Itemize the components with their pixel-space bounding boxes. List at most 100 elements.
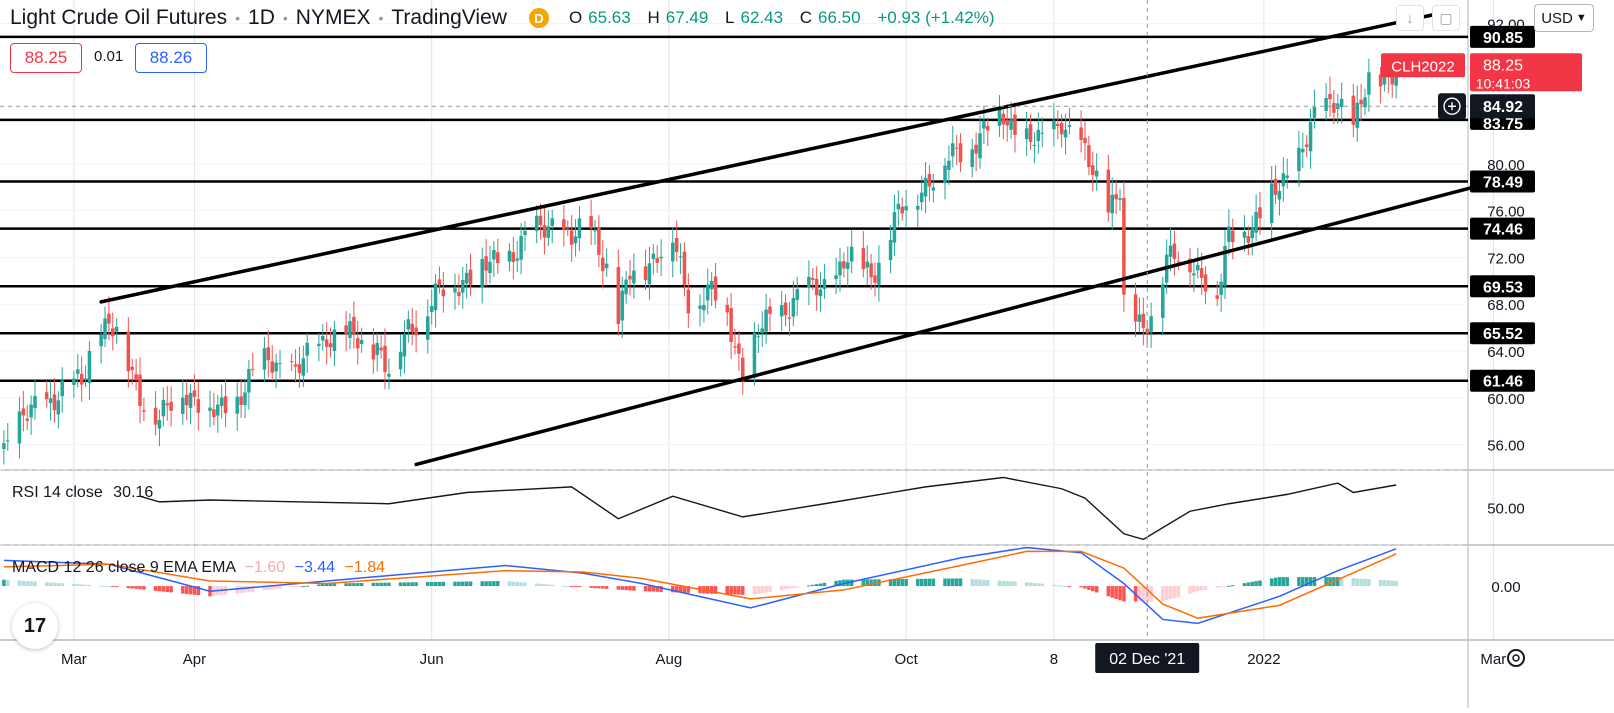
macd-legend[interactable]: MACD 12 26 close 9 EMA EMA −1.60 −3.44 −… (12, 559, 385, 577)
fullscreen-icon[interactable]: ▢ (1432, 5, 1460, 31)
macd-histogram-bar (1246, 582, 1251, 587)
candle-body (324, 339, 329, 347)
macd-histogram-bar (974, 579, 978, 587)
macd-histogram-bar (375, 582, 379, 587)
price-tick-label: 92.00 (1487, 16, 1525, 33)
level-label-box (1470, 170, 1535, 193)
macd-histogram-bar (811, 584, 815, 587)
candle-body (484, 256, 488, 271)
candle-body (846, 262, 850, 269)
macd-histogram-bar (978, 579, 982, 587)
macd-histogram-bar (262, 586, 267, 591)
scroll-down-icon[interactable]: ↓ (1396, 5, 1424, 31)
macd-histogram-bar (741, 586, 745, 595)
macd-histogram-bar (488, 581, 492, 587)
macd-histogram-bar (674, 586, 679, 593)
macd-histogram-bar (87, 584, 92, 587)
macd-histogram-bar (791, 586, 796, 589)
candle-body (212, 409, 216, 418)
tradingview-logo-icon[interactable]: 17 (12, 603, 58, 649)
macd-histogram-bar (1161, 586, 1165, 602)
macd-histogram-bar (1297, 577, 1301, 587)
candle-body (235, 396, 239, 414)
candle-body (181, 397, 185, 414)
candle-body (1246, 236, 1251, 243)
macd-histogram-bar (1036, 583, 1041, 587)
candle-body (1091, 165, 1095, 175)
close-key: C (799, 8, 813, 27)
candle-body (986, 125, 990, 131)
candle-body (488, 261, 492, 274)
candle-body (1024, 128, 1029, 140)
price-tick-label: 60.00 (1487, 391, 1525, 408)
macd-histogram-bar (48, 582, 53, 587)
candle-body (1215, 295, 1219, 299)
macd-histogram-bar (538, 583, 543, 587)
time-tick-label: Aug (656, 651, 683, 668)
macd-histogram-bar (1079, 586, 1083, 588)
candle-body (682, 251, 687, 285)
macd-histogram-bar (239, 586, 243, 593)
macd-histogram-bar (686, 586, 691, 593)
candle-body (1168, 245, 1173, 257)
candle-body (17, 411, 22, 444)
axes: 56.0060.0064.0068.0072.0076.0080.0092.00… (61, 16, 1582, 668)
candle-body (1273, 178, 1278, 195)
candle-body (523, 230, 527, 235)
macd-histogram-bar (142, 586, 146, 590)
candle-body (1390, 74, 1394, 85)
candle-body (1308, 122, 1313, 152)
sell-price-button[interactable]: 88.25 (10, 43, 82, 73)
candle-body (142, 410, 146, 412)
candle-body (593, 230, 597, 232)
macd-histogram-bar (1118, 586, 1122, 601)
level-label: 69.53 (1483, 279, 1523, 296)
candle-body (371, 344, 376, 360)
macd-histogram-bar (896, 579, 901, 587)
macd-histogram-bar (1083, 586, 1087, 589)
candle-body (1149, 316, 1153, 333)
candle-body (982, 121, 986, 129)
macd-histogram-bar (138, 586, 142, 590)
macd-histogram-bar (768, 586, 772, 592)
candle-body (1005, 119, 1009, 126)
plus-circle-icon (1443, 97, 1461, 115)
macd-histogram-bar (114, 586, 119, 588)
macd-histogram-bar (1013, 581, 1017, 587)
macd-histogram-bar (289, 586, 294, 588)
rsi-legend[interactable]: RSI 14 close 30.16 (12, 484, 153, 502)
interval-label[interactable]: 1D (248, 6, 275, 29)
horizontal-levels: 90.85 78.49 74.46 69.53 65.52 61.46 83.75 (0, 25, 1535, 392)
candle-body (698, 305, 702, 309)
macd-histogram-bar (1164, 586, 1169, 601)
bar-countdown-label: 10:41:03 (1476, 75, 1531, 91)
candle-body (546, 226, 551, 238)
macd-histogram-bar (1110, 586, 1114, 598)
candle-body (305, 342, 309, 356)
macd-histogram-bar (1067, 586, 1072, 588)
macd-histogram-bar (266, 586, 271, 590)
open-key: O (568, 8, 583, 27)
candle-body (169, 401, 173, 411)
candle-body (278, 363, 282, 365)
candle-body (165, 403, 169, 406)
candle-body (904, 206, 908, 211)
macd-histogram-bar (958, 578, 963, 587)
symbol-name[interactable]: Light Crude Oil Futures (10, 6, 228, 29)
candle-body (1312, 106, 1317, 118)
level-label: 61.46 (1483, 374, 1523, 391)
buy-price-button[interactable]: 88.26 (135, 43, 207, 73)
chevron-down-icon: ▼ (1575, 12, 1587, 24)
macd-histogram-bar (1141, 586, 1146, 602)
candle-body (1176, 261, 1181, 263)
signal-line-value: −1.84 (344, 559, 386, 576)
macd-histogram-bar (838, 580, 842, 587)
delayed-data-icon[interactable]: D (528, 8, 549, 28)
candle-body (1277, 191, 1282, 200)
macd-histogram-bar (126, 586, 131, 589)
low-key: L (725, 8, 735, 27)
currency-selector[interactable]: USD ▼ (1534, 4, 1594, 32)
candle-body (538, 215, 543, 226)
